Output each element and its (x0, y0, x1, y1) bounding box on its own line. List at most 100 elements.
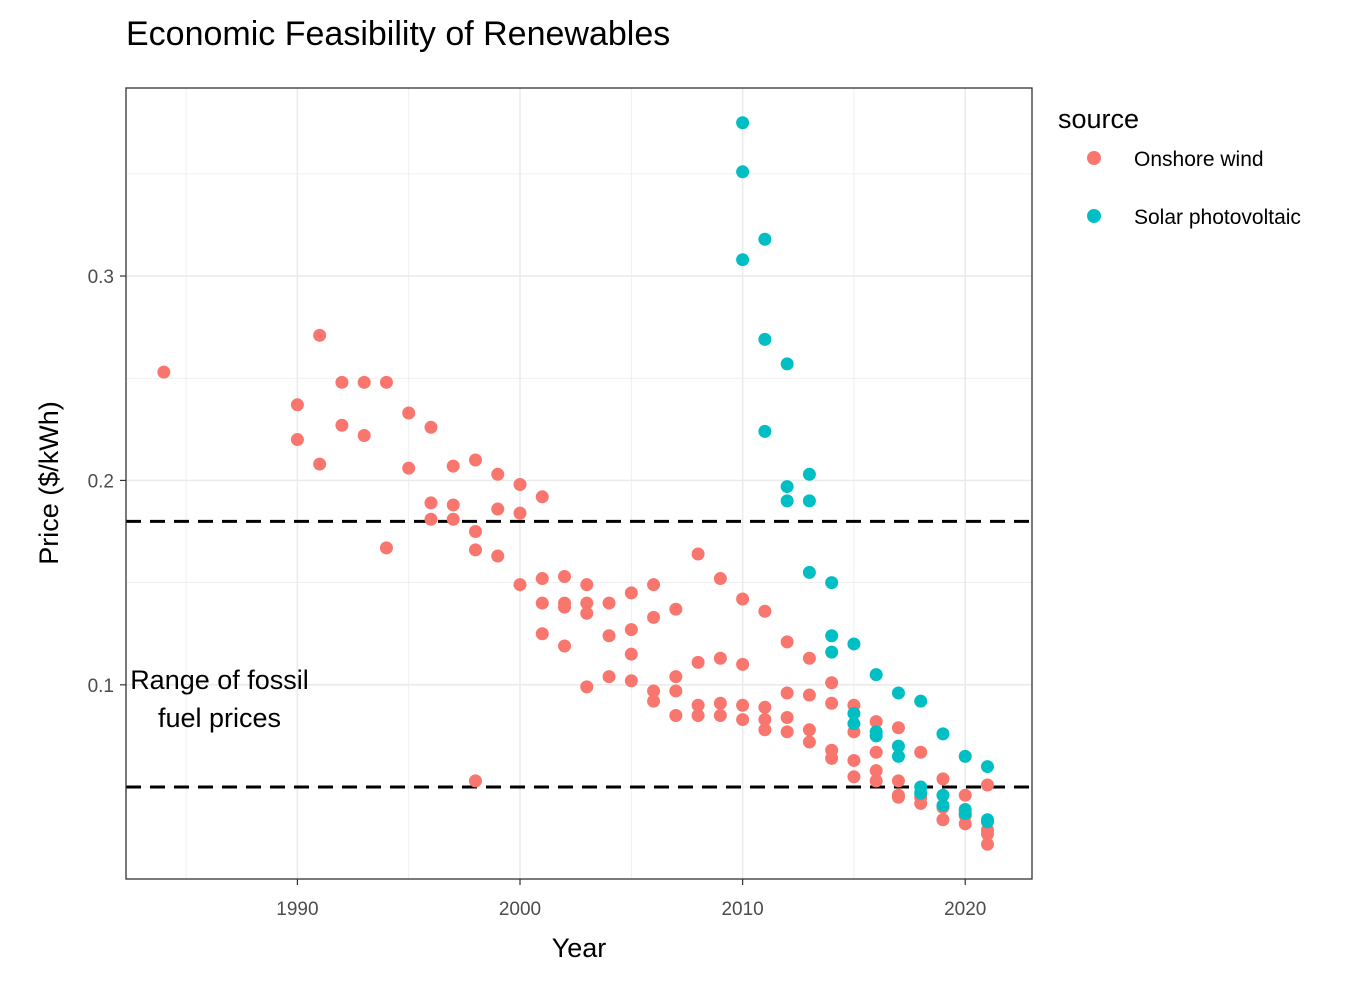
point-onshore-wind (357, 375, 371, 389)
point-solar-photovoltaic (958, 749, 972, 763)
point-onshore-wind (736, 698, 750, 712)
point-onshore-wind (513, 478, 527, 492)
point-onshore-wind (936, 772, 950, 786)
point-onshore-wind (468, 453, 482, 467)
point-onshore-wind (780, 635, 794, 649)
point-onshore-wind (891, 774, 905, 788)
point-onshore-wind (602, 596, 616, 610)
point-onshore-wind (468, 525, 482, 539)
point-onshore-wind (558, 600, 572, 614)
chart-title: Economic Feasibility of Renewables (126, 15, 670, 53)
point-onshore-wind (669, 602, 683, 616)
point-solar-photovoltaic (825, 576, 839, 590)
point-onshore-wind (869, 764, 883, 778)
point-onshore-wind (980, 837, 994, 851)
y-axis-title: Price ($/kWh) (34, 401, 64, 565)
x-axis-title: Year (552, 933, 607, 963)
point-solar-photovoltaic (802, 494, 816, 508)
point-onshore-wind (802, 735, 816, 749)
point-solar-photovoltaic (736, 116, 750, 130)
point-solar-photovoltaic (736, 165, 750, 179)
point-onshore-wind (290, 433, 304, 447)
point-onshore-wind (491, 549, 505, 563)
point-solar-photovoltaic (736, 253, 750, 267)
point-onshore-wind (313, 328, 327, 342)
point-onshore-wind (402, 406, 416, 420)
point-solar-photovoltaic (847, 637, 861, 651)
point-onshore-wind (513, 506, 527, 520)
point-solar-photovoltaic (758, 424, 772, 438)
point-solar-photovoltaic (980, 815, 994, 829)
point-solar-photovoltaic (802, 467, 816, 481)
legend-items: Onshore wind Solar photovoltaic (1087, 148, 1301, 229)
legend-title: source (1058, 104, 1139, 134)
point-onshore-wind (713, 708, 727, 722)
point-onshore-wind (802, 688, 816, 702)
legend: source Onshore wind Solar photovoltaic (1058, 104, 1301, 229)
point-solar-photovoltaic (780, 480, 794, 494)
point-onshore-wind (335, 375, 349, 389)
point-onshore-wind (736, 657, 750, 671)
point-onshore-wind (758, 723, 772, 737)
point-solar-photovoltaic (758, 232, 772, 246)
point-onshore-wind (891, 721, 905, 735)
point-onshore-wind (580, 578, 594, 592)
point-onshore-wind (669, 670, 683, 684)
point-onshore-wind (669, 684, 683, 698)
y-tick-label: 0.2 (88, 471, 114, 492)
point-onshore-wind (825, 676, 839, 690)
point-onshore-wind (446, 498, 460, 512)
point-onshore-wind (691, 708, 705, 722)
point-onshore-wind (580, 680, 594, 694)
point-onshore-wind (691, 698, 705, 712)
point-onshore-wind (691, 547, 705, 561)
point-solar-photovoltaic (980, 760, 994, 774)
point-solar-photovoltaic (936, 727, 950, 741)
point-solar-photovoltaic (847, 706, 861, 720)
point-onshore-wind (914, 796, 928, 810)
point-onshore-wind (647, 684, 661, 698)
point-onshore-wind (869, 774, 883, 788)
point-onshore-wind (802, 651, 816, 665)
point-onshore-wind (758, 604, 772, 618)
point-onshore-wind (335, 418, 349, 432)
point-solar-photovoltaic (825, 645, 839, 659)
point-onshore-wind (624, 674, 638, 688)
point-onshore-wind (891, 790, 905, 804)
legend-key-onshore-wind (1087, 151, 1101, 165)
point-solar-photovoltaic (758, 332, 772, 346)
point-onshore-wind (713, 651, 727, 665)
point-onshore-wind (647, 578, 661, 592)
point-onshore-wind (758, 713, 772, 727)
point-onshore-wind (535, 490, 549, 504)
annotation-line-2: fuel prices (158, 703, 281, 733)
point-onshore-wind (424, 420, 438, 434)
point-onshore-wind (379, 375, 393, 389)
point-onshore-wind (802, 723, 816, 737)
point-onshore-wind (647, 610, 661, 624)
point-solar-photovoltaic (869, 668, 883, 682)
x-tick-label: 2010 (721, 899, 763, 920)
point-solar-photovoltaic (936, 798, 950, 812)
point-onshore-wind (958, 788, 972, 802)
point-onshore-wind (535, 572, 549, 586)
y-tick-label: 0.1 (88, 676, 114, 697)
point-onshore-wind (780, 711, 794, 725)
point-solar-photovoltaic (802, 565, 816, 579)
point-onshore-wind (535, 627, 549, 641)
point-solar-photovoltaic (936, 788, 950, 802)
point-onshore-wind (402, 461, 416, 475)
point-onshore-wind (780, 725, 794, 739)
point-onshore-wind (758, 700, 772, 714)
point-onshore-wind (535, 596, 549, 610)
point-onshore-wind (647, 694, 661, 708)
point-onshore-wind (580, 606, 594, 620)
point-solar-photovoltaic (958, 807, 972, 821)
point-onshore-wind (468, 543, 482, 557)
legend-label: Onshore wind (1134, 148, 1264, 171)
point-onshore-wind (736, 592, 750, 606)
point-onshore-wind (825, 751, 839, 765)
point-onshore-wind (825, 696, 839, 710)
point-onshore-wind (980, 827, 994, 841)
